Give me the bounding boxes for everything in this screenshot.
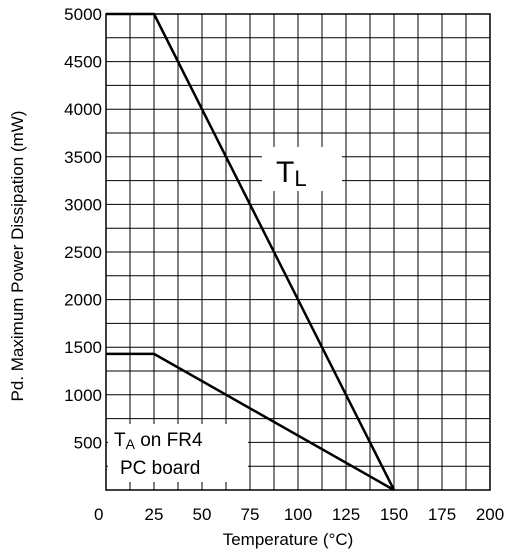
x-tick-label: 100: [284, 505, 312, 524]
y-tick-label: 2000: [64, 291, 102, 310]
y-tick-labels: 500 1000 1500 2000 2500 3000 3500 4000 4500 5000: [64, 5, 102, 452]
x-tick-label: 25: [145, 505, 164, 524]
x-tick-labels: 0 25 50 75 100 125 150 175 200: [94, 505, 504, 524]
y-tick-label: 2500: [64, 243, 102, 262]
x-axis-label: Temperature (°C): [223, 530, 354, 549]
y-tick-label: 1500: [64, 338, 102, 357]
series-lines: [106, 12, 396, 492]
ta-label-background: [108, 424, 248, 482]
ta-label-main: T: [114, 430, 126, 451]
tl-label-subscript: L: [294, 166, 306, 191]
ta-label-line2: PC board: [120, 458, 200, 479]
y-tick-label: 4000: [64, 100, 102, 119]
x-tick-label: 175: [428, 505, 456, 524]
ta-label-line1: TA on FR4: [114, 430, 203, 452]
plot-border: [105, 13, 491, 491]
ta-label-subscript: A: [126, 436, 136, 452]
x-tick-label: 125: [332, 505, 360, 524]
x-tick-label: 0: [94, 505, 103, 524]
series-line-ta: [106, 352, 395, 492]
ta-label-rest: on FR4: [135, 430, 203, 451]
tl-label: TL: [276, 156, 307, 191]
series-line-tl: [106, 12, 396, 491]
y-tick-label: 1000: [64, 386, 102, 405]
plot-frame: [105, 13, 491, 491]
x-tick-label: 150: [380, 505, 408, 524]
tl-label-main: T: [276, 156, 294, 189]
y-axis-label: Pd. Maximum Power Dissipation (mW): [8, 111, 27, 402]
grid: [106, 14, 490, 490]
x-tick-label: 200: [476, 505, 504, 524]
x-tick-label: 75: [241, 505, 260, 524]
y-tick-label: 5000: [64, 5, 102, 24]
y-tick-label: 3500: [64, 148, 102, 167]
y-tick-label: 500: [74, 433, 102, 452]
y-tick-label: 4500: [64, 53, 102, 72]
x-tick-label: 50: [193, 505, 212, 524]
y-tick-label: 3000: [64, 195, 102, 214]
tl-label-background: [262, 147, 342, 191]
